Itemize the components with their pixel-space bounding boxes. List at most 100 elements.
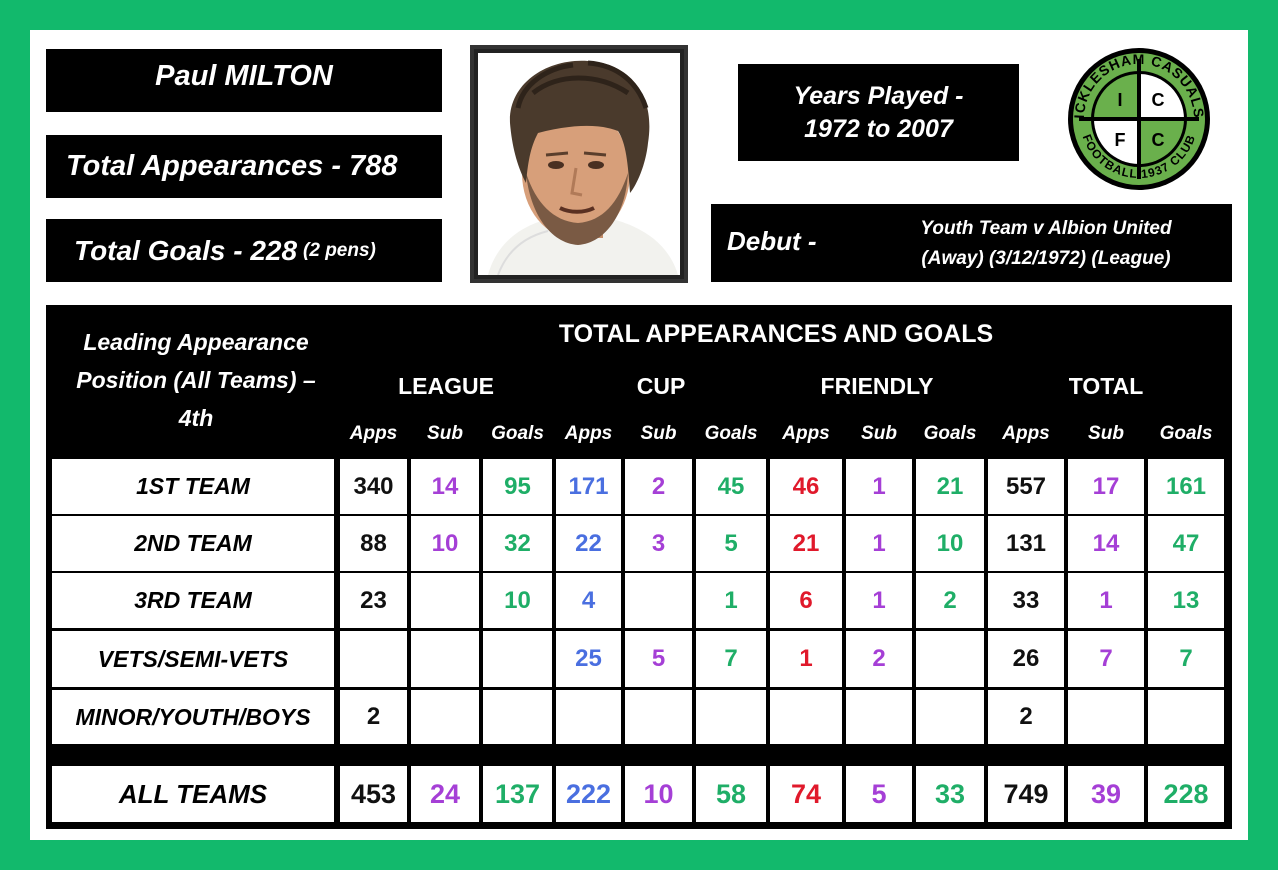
stat-cell xyxy=(625,573,692,628)
stat-cell: 32 xyxy=(483,516,552,571)
stat-cell: 6 xyxy=(770,573,842,628)
subheader-apps: Apps xyxy=(782,423,830,444)
group-header-league: LEAGUE xyxy=(398,373,494,399)
row-label: MINOR/YOUTH/BOYS xyxy=(52,690,334,744)
years-played-box: Years Played - 1972 to 2007 xyxy=(738,64,1019,161)
stat-cell: 39 xyxy=(1068,766,1144,822)
player-name-box: Paul MILTON xyxy=(46,49,442,112)
player-name: Paul MILTON xyxy=(155,60,333,92)
stat-cell: 74 xyxy=(770,766,842,822)
stat-cell xyxy=(411,631,479,687)
stat-cell: 95 xyxy=(483,459,552,514)
stat-cell: 58 xyxy=(696,766,766,822)
stat-cell: 5 xyxy=(846,766,912,822)
player-photo xyxy=(470,45,688,283)
stat-cell: 10 xyxy=(625,766,692,822)
stat-cell: 22 xyxy=(556,516,621,571)
group-header-total: TOTAL xyxy=(1068,373,1144,399)
leading-appearance-position: Leading Appearance Position (All Teams) … xyxy=(46,323,346,437)
group-header-friendly: FRIENDLY xyxy=(820,373,934,399)
stat-cell xyxy=(340,631,407,687)
stat-cell: 1 xyxy=(846,459,912,514)
stat-cell: 88 xyxy=(340,516,407,571)
stat-cell: 45 xyxy=(696,459,766,514)
stat-cell: 340 xyxy=(340,459,407,514)
stat-cell: 7 xyxy=(1148,631,1224,687)
stat-cell: 7 xyxy=(696,631,766,687)
stat-cell xyxy=(483,631,552,687)
stat-cell: 47 xyxy=(1148,516,1224,571)
debut-match: Youth Team v Albion United xyxy=(920,218,1172,239)
stat-cell: 171 xyxy=(556,459,621,514)
debut-box: Debut - Youth Team v Albion United (Away… xyxy=(711,204,1232,282)
stat-cell: 24 xyxy=(411,766,479,822)
row-label: 2ND TEAM xyxy=(52,516,334,571)
stat-cell xyxy=(916,690,984,744)
row-label: 3RD TEAM xyxy=(52,573,334,628)
debut-details: (Away) (3/12/1972) (League) xyxy=(921,248,1171,269)
total-appearances: Total Appearances - 788 xyxy=(66,150,398,182)
stat-cell: 453 xyxy=(340,766,407,822)
stats-table: Leading Appearance Position (All Teams) … xyxy=(46,305,1232,829)
stat-cell xyxy=(625,690,692,744)
stat-cell: 1 xyxy=(846,573,912,628)
row-label: ALL TEAMS xyxy=(52,766,334,822)
stat-cell: 1 xyxy=(770,631,842,687)
subheader-sub: Sub xyxy=(1088,423,1124,444)
subheader-goals: Goals xyxy=(704,423,758,444)
stat-cell: 161 xyxy=(1148,459,1224,514)
years-played-label: Years Played - xyxy=(793,81,964,110)
leading-line-1: Leading Appearance xyxy=(83,329,309,355)
stat-cell xyxy=(556,690,621,744)
stat-cell: 33 xyxy=(916,766,984,822)
stat-cell: 2 xyxy=(340,690,407,744)
stat-cell: 10 xyxy=(916,516,984,571)
stat-cell: 21 xyxy=(916,459,984,514)
stat-cell: 26 xyxy=(988,631,1064,687)
stat-cell xyxy=(846,690,912,744)
stat-cell: 10 xyxy=(483,573,552,628)
stat-cell: 1 xyxy=(846,516,912,571)
stat-cell: 21 xyxy=(770,516,842,571)
leading-line-3: 4th xyxy=(178,405,214,431)
stat-cell: 222 xyxy=(556,766,621,822)
stat-cell: 33 xyxy=(988,573,1064,628)
stat-cell: 14 xyxy=(1068,516,1144,571)
stat-cell xyxy=(411,573,479,628)
stat-cell: 5 xyxy=(696,516,766,571)
total-goals-note: (2 pens) xyxy=(303,239,376,261)
leading-line-2: Position (All Teams) – xyxy=(76,367,316,393)
subheader-apps: Apps xyxy=(564,423,613,444)
stats-title: TOTAL APPEARANCES AND GOALS xyxy=(558,320,994,348)
stat-cell: 2 xyxy=(988,690,1064,744)
stat-cell: 131 xyxy=(988,516,1064,571)
stat-cell: 3 xyxy=(625,516,692,571)
stat-cell: 749 xyxy=(988,766,1064,822)
years-played-range: 1972 to 2007 xyxy=(804,114,953,143)
stat-cell: 1 xyxy=(1068,573,1144,628)
stat-cell xyxy=(770,690,842,744)
club-logo: ICKLESHAM CASUALS FOOTBALL 1937 CLUB I C… xyxy=(1066,46,1212,192)
stat-cell: 2 xyxy=(916,573,984,628)
debut-label: Debut - xyxy=(727,226,817,256)
stat-cell: 4 xyxy=(556,573,621,628)
subheader-sub: Sub xyxy=(427,423,463,444)
stat-cell: 2 xyxy=(846,631,912,687)
subheader-goals: Goals xyxy=(923,423,977,444)
total-goals: Total Goals - 228 xyxy=(74,234,298,266)
stat-cell: 17 xyxy=(1068,459,1144,514)
stat-cell: 13 xyxy=(1148,573,1224,628)
subheader-goals: Goals xyxy=(491,423,544,444)
stat-cell: 25 xyxy=(556,631,621,687)
stat-cell xyxy=(411,690,479,744)
total-goals-box: Total Goals - 228 (2 pens) xyxy=(46,219,442,282)
row-label: 1ST TEAM xyxy=(52,459,334,514)
subheader-apps: Apps xyxy=(349,423,398,444)
stat-cell xyxy=(1068,690,1144,744)
stat-cell: 14 xyxy=(411,459,479,514)
subheader-sub: Sub xyxy=(640,423,677,444)
stat-cell xyxy=(483,690,552,744)
stat-cell: 2 xyxy=(625,459,692,514)
logo-letter-f: F xyxy=(1115,130,1126,150)
subheader-goals: Goals xyxy=(1159,423,1213,444)
